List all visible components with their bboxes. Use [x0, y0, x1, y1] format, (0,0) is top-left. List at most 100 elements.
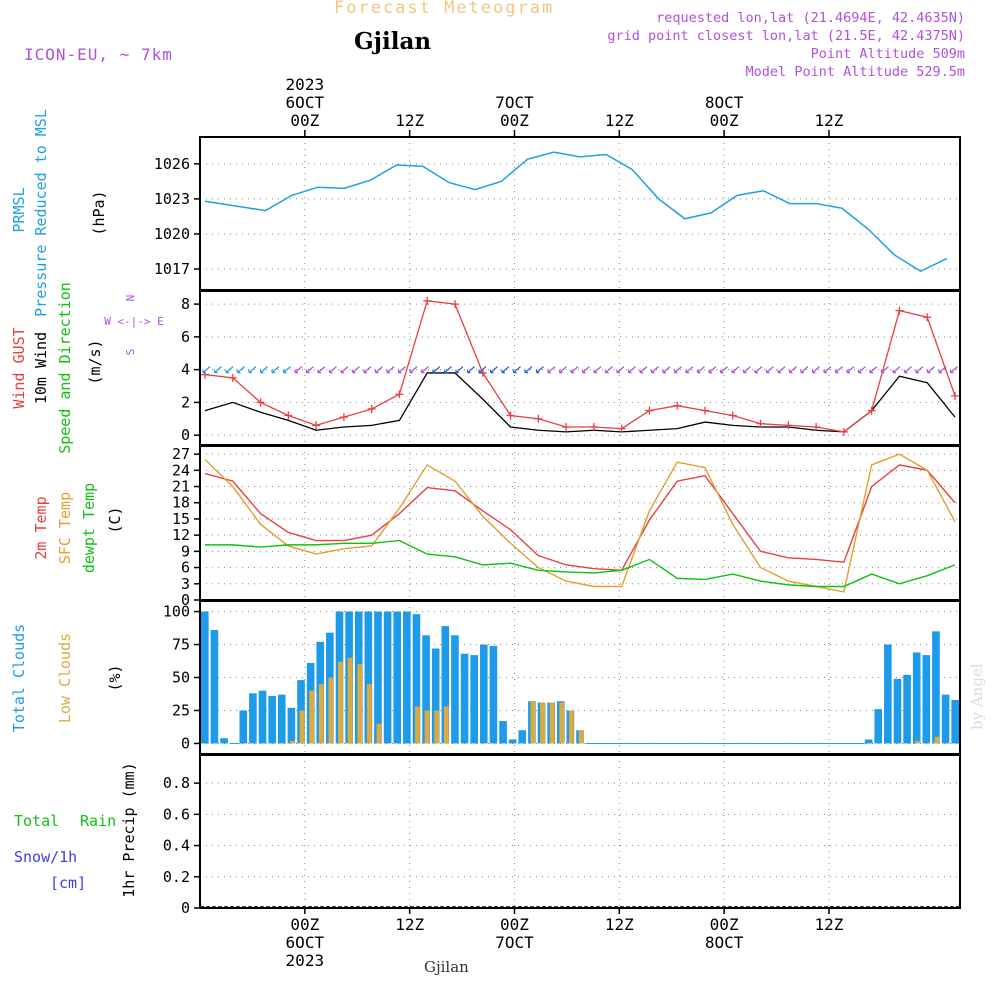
bottom-xtick-label: 7OCT [495, 933, 534, 952]
temperature-ytick-label: 15 [172, 510, 190, 528]
precip-cm-label: [cm] [50, 874, 86, 892]
wind-speed-line [204, 372, 956, 433]
wind-direction-arrow [823, 366, 832, 374]
gust-marker [895, 306, 904, 315]
clouds-ytick-label: 75 [172, 636, 190, 654]
clouds-ytick-label: 0 [181, 734, 190, 752]
wind-direction-arrow [420, 366, 429, 374]
wind-direction-arrow [455, 366, 464, 374]
total-cloud-bar [941, 694, 950, 744]
wind-direction-arrow [478, 366, 487, 374]
pressure-frame [199, 136, 961, 291]
wind-direction-arrow [558, 366, 567, 374]
wind-direction-arrow [409, 366, 418, 374]
gust-marker [201, 370, 209, 379]
low-cloud-bar [434, 710, 440, 744]
wind-direction-arrow [489, 366, 498, 374]
wind-ytick-label: 2 [181, 393, 190, 411]
wind-direction-arrow [294, 366, 303, 374]
gust-marker [589, 422, 598, 431]
wind-direction-arrow [593, 366, 602, 374]
precipitation-frame [199, 754, 961, 909]
credit-watermark: by Angel [968, 663, 986, 730]
low-cloud-bar [568, 710, 574, 744]
precipitation-ytick-label: 0.8 [163, 774, 190, 792]
low-cloud-bar [318, 684, 324, 744]
pressure-ytick-label: 1017 [154, 260, 190, 278]
wind-direction-arrow [305, 366, 314, 374]
wind-direction-arrow [765, 366, 774, 374]
wind-direction-arrow [351, 366, 360, 374]
wind-direction-arrow [662, 366, 671, 374]
gust-marker [534, 414, 543, 423]
wind-direction-arrow [938, 366, 947, 374]
gust-marker [923, 313, 932, 322]
total-cloud-bar [951, 699, 959, 744]
low-cloud-bar [915, 740, 921, 744]
wind-direction-arrow [616, 366, 625, 374]
wind-direction-arrow [443, 366, 452, 374]
total-cloud-bar [268, 695, 276, 744]
bottom-xtick-label: 12Z [395, 915, 424, 934]
bottom-xtick-label: 2023 [286, 951, 325, 970]
total-cloud-bar [479, 644, 488, 744]
low-cloud-bar [366, 684, 372, 744]
total-cloud-bar [912, 652, 921, 744]
total-cloud-bar [518, 730, 527, 744]
gust-marker [256, 398, 265, 407]
low-cloud-bar [299, 710, 305, 744]
gust-marker [812, 422, 821, 431]
wind-ytick-label: 8 [181, 295, 190, 313]
temp-dewpt-label: dewpt Temp [80, 483, 98, 573]
gust-marker [395, 390, 404, 399]
low-cloud-bar [289, 740, 295, 744]
wind-ytick-label: 0 [181, 426, 190, 444]
gust-marker [867, 406, 876, 415]
bottom-xtick-label: 00Z [290, 915, 319, 934]
total-cloud-bar [922, 655, 931, 744]
total-cloud-bar [932, 631, 940, 744]
wind-direction-arrow [892, 366, 901, 374]
bottom-xtick-label: 00Z [710, 915, 739, 934]
wind-direction-arrow [236, 366, 245, 374]
gust-marker [728, 411, 737, 420]
bottom-xtick-label: 8OCT [705, 933, 744, 952]
low-clouds-label: Low Clouds [56, 633, 74, 723]
location-title: Gjilan [354, 28, 432, 55]
wind-direction-arrow [685, 366, 694, 374]
point-altitude: Point Altitude 509m [810, 46, 965, 62]
pressure-panel: 1017 1020 1023 1026 [154, 136, 961, 291]
gust-marker [701, 406, 709, 415]
clouds-panel: 0 25 50 75 100 [163, 600, 961, 755]
temp-line-1 [204, 453, 956, 593]
total-cloud-bar [874, 709, 883, 744]
temperature-ytick-label: 3 [181, 575, 190, 593]
wind-direction-arrow [340, 366, 349, 374]
total-cloud-bar [403, 611, 411, 744]
pressure-unit-label: (hPa) [90, 190, 108, 235]
wind-direction-arrow [788, 366, 797, 374]
footer-location: Gjilan [424, 958, 469, 976]
model-label: ICON-EU, ~ 7km [24, 45, 173, 64]
temperature-ytick-label: 12 [172, 526, 190, 544]
temp-line-2 [205, 539, 956, 588]
temp-unit-label: (C) [106, 506, 124, 533]
total-cloud-bar [499, 721, 507, 744]
wind-direction-arrow [834, 366, 843, 374]
low-cloud-bar [338, 661, 343, 744]
low-cloud-bar [934, 736, 940, 744]
model-altitude: Model Point Altitude 529.5m [745, 64, 965, 80]
top-xtick-label: 7OCT [495, 93, 534, 112]
clouds-unit-label: (%) [106, 664, 124, 691]
low-cloud-bar [347, 657, 353, 744]
precipitation-panel: 0 0.2 0.4 0.6 0.8 [163, 754, 961, 917]
wind-direction-arrow [363, 366, 372, 374]
total-cloud-bar [220, 738, 228, 744]
wind-direction-arrow [535, 366, 544, 374]
wind-direction-arrow [903, 366, 912, 374]
wind-direction-arrow [432, 366, 441, 374]
temperature-frame [199, 445, 961, 601]
low-cloud-bar [328, 677, 334, 744]
wind-direction-arrow [466, 366, 475, 374]
